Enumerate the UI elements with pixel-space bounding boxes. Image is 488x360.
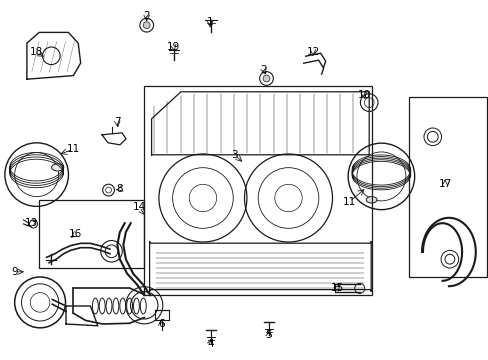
Text: 10: 10: [357, 90, 370, 100]
Text: 4: 4: [206, 339, 213, 349]
Text: 5: 5: [265, 330, 272, 340]
Text: 17: 17: [437, 179, 451, 189]
Text: 2: 2: [260, 65, 267, 75]
Text: 6: 6: [158, 319, 164, 329]
Text: 1: 1: [206, 17, 213, 27]
Ellipse shape: [366, 197, 376, 203]
Text: 9: 9: [11, 267, 18, 277]
Text: 16: 16: [69, 229, 82, 239]
Text: 3: 3: [231, 150, 238, 160]
Text: 14: 14: [132, 202, 146, 212]
Text: 11: 11: [342, 197, 356, 207]
Circle shape: [263, 75, 269, 82]
Text: 15: 15: [330, 283, 344, 293]
Bar: [39, 200, 144, 268]
Text: 11: 11: [66, 144, 80, 154]
Text: 13: 13: [25, 218, 39, 228]
Text: 19: 19: [166, 42, 180, 52]
Text: 12: 12: [305, 47, 319, 57]
Text: 2: 2: [143, 11, 150, 21]
Text: 18: 18: [30, 47, 43, 57]
Bar: [144, 86, 371, 295]
Text: 7: 7: [114, 117, 121, 127]
Text: 8: 8: [116, 184, 123, 194]
Ellipse shape: [52, 164, 63, 171]
Circle shape: [143, 22, 150, 29]
Bar: [408, 97, 486, 277]
